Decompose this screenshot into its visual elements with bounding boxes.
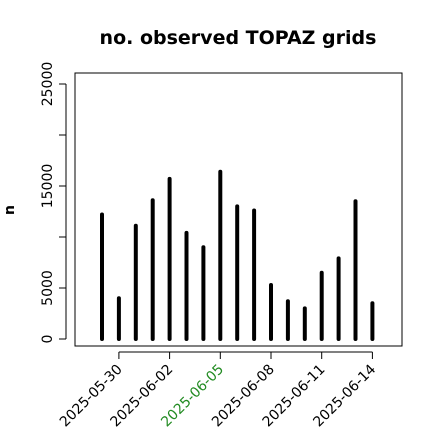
x-axis: 2025-05-302025-06-022025-06-052025-06-08… <box>57 351 379 430</box>
y-tick-label: 15000 <box>40 164 56 209</box>
y-tick-label: 25000 <box>40 62 56 107</box>
chart-title: no. observed TOPAZ grids <box>100 27 377 49</box>
y-axis: 0 5000 15000 25000 <box>40 62 67 344</box>
y-tick-label: 5000 <box>40 270 56 306</box>
bars <box>100 169 375 341</box>
y-tick-label: 0 <box>40 335 56 344</box>
plot-area-box <box>74 72 403 347</box>
y-axis-label: n <box>2 205 18 215</box>
